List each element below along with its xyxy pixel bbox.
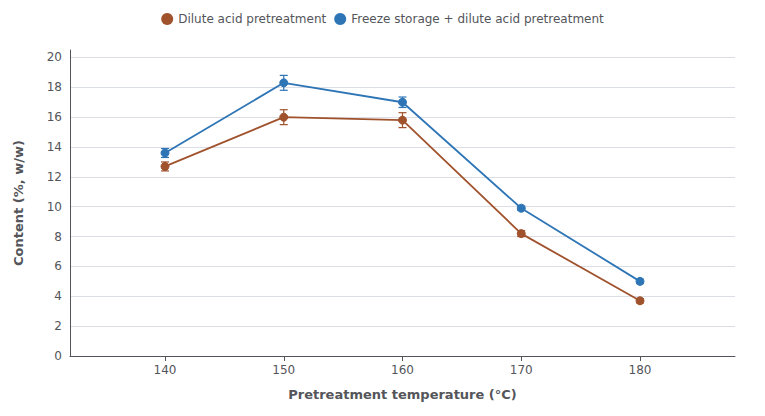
svg-text:10: 10 [47,200,62,214]
svg-text:20: 20 [47,50,62,64]
svg-text:0: 0 [54,349,62,363]
svg-text:140: 140 [154,363,177,377]
svg-text:4: 4 [54,289,62,303]
svg-text:180: 180 [629,363,652,377]
svg-text:2: 2 [54,319,62,333]
svg-text:Dilute acid pretreatment: Dilute acid pretreatment [178,12,326,26]
svg-text:18: 18 [47,80,62,94]
svg-text:16: 16 [47,110,62,124]
svg-text:12: 12 [47,170,62,184]
svg-text:6: 6 [54,259,62,273]
svg-text:150: 150 [272,363,295,377]
svg-text:Content (%, w/w): Content (%, w/w) [11,140,26,266]
svg-text:8: 8 [54,230,62,244]
svg-text:14: 14 [47,140,62,154]
svg-text:170: 170 [510,363,533,377]
svg-text:160: 160 [391,363,414,377]
svg-text:Freeze storage + dilute acid p: Freeze storage + dilute acid pretreatmen… [351,12,604,26]
svg-text:Pretreatment temperature (°C): Pretreatment temperature (°C) [288,387,517,402]
